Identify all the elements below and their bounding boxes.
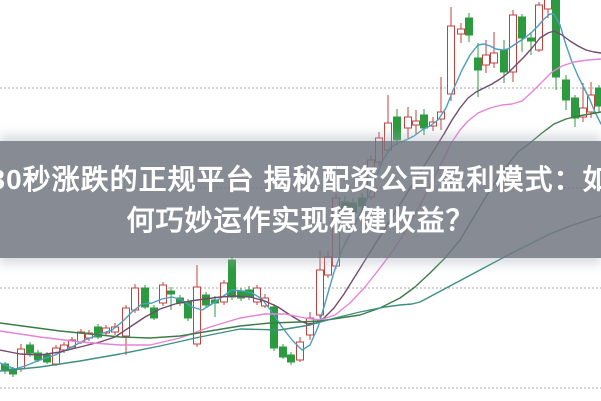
title-line-1: 30秒涨跌的正规平台 揭秘配资公司盈利模式：如: [0, 163, 601, 195]
title-line-2: 何巧妙运作实现稳健收益？: [126, 204, 475, 236]
title-banner: 30秒涨跌的正规平台 揭秘配资公司盈利模式：如 何巧妙运作实现稳健收益？: [0, 141, 601, 258]
